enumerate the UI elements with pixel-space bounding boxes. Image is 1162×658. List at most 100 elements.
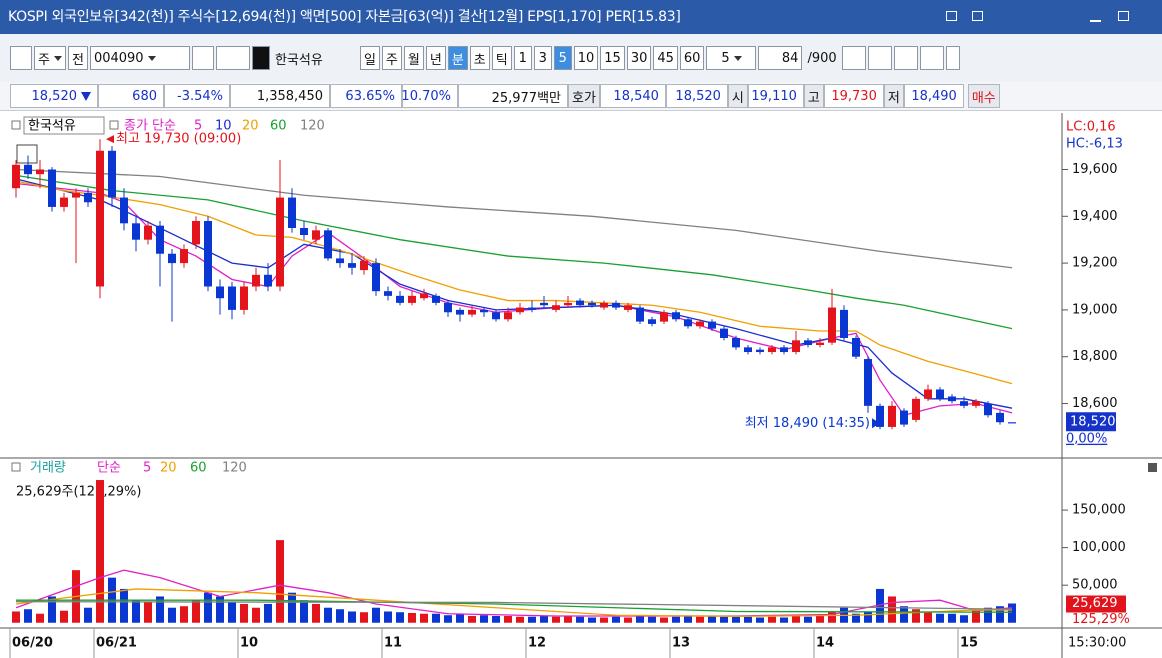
volume-bar	[588, 617, 596, 623]
tool-icon[interactable]	[841, 46, 866, 70]
volume-bar	[24, 609, 32, 623]
volume-bar	[852, 613, 860, 623]
volume-bar	[636, 615, 644, 623]
candle-body	[888, 405, 896, 427]
volume-bar	[336, 609, 344, 623]
toolbar-button[interactable]: 전	[67, 46, 88, 70]
volume-info: 25,629주(125,29%)	[16, 485, 141, 500]
volume-bar	[876, 588, 884, 623]
interval-button[interactable]: 15	[600, 46, 625, 70]
volume-bar	[492, 615, 500, 623]
interval-button[interactable]: 1	[513, 46, 532, 70]
code-input[interactable]: 004090	[89, 46, 190, 70]
period-button[interactable]: 초	[469, 46, 490, 70]
bid-price: 18,520	[665, 84, 728, 108]
candle-body	[444, 302, 452, 313]
candle-body	[948, 396, 956, 402]
window-icon[interactable]	[972, 11, 983, 21]
period-button[interactable]: 분	[447, 46, 468, 70]
volume-bar	[660, 617, 668, 623]
checkbox[interactable]	[945, 46, 960, 70]
candle-body	[168, 253, 176, 264]
candle-body	[600, 302, 608, 308]
volume-bar	[996, 606, 1004, 623]
sound-icon[interactable]	[215, 46, 250, 70]
annotation-arrow	[872, 418, 880, 429]
low-price: 18,490	[903, 84, 964, 108]
stock-name[interactable]: 한국석유	[274, 52, 323, 68]
maximize-button[interactable]	[1118, 11, 1129, 21]
toolbar-select[interactable]: 주	[34, 46, 66, 70]
legend-item: 5	[143, 461, 151, 476]
new-badge	[251, 46, 270, 70]
candle-body	[384, 291, 392, 296]
search-icon[interactable]	[191, 46, 214, 70]
period-button[interactable]: 년	[425, 46, 446, 70]
candle-body	[60, 197, 68, 207]
candle-body	[264, 274, 272, 287]
interval-button[interactable]: 45	[653, 46, 678, 70]
moving-average-line	[15, 180, 1013, 385]
candle-body	[576, 300, 584, 306]
volume-bar	[120, 588, 128, 623]
volume-bar	[684, 615, 692, 623]
window-icon[interactable]	[946, 11, 957, 21]
candle-body	[132, 223, 140, 240]
candle-body	[348, 263, 356, 268]
candle-body	[828, 307, 836, 343]
pane-button[interactable]	[1148, 463, 1157, 472]
period-button[interactable]: 일	[359, 46, 380, 70]
volume-bar	[804, 616, 812, 623]
interval-button[interactable]: 3	[533, 46, 552, 70]
menu-icon[interactable]	[10, 46, 32, 70]
volume-bar	[168, 607, 176, 623]
legend-item: 60	[190, 461, 207, 476]
interval-button[interactable]: 60	[679, 46, 705, 70]
volume-bar	[600, 617, 608, 623]
buy-button[interactable]: 매수	[967, 84, 1000, 108]
candle-body	[480, 309, 488, 313]
legend-item: 120	[300, 119, 325, 134]
candle-body	[708, 321, 716, 329]
settings-icon[interactable]	[919, 46, 944, 70]
volume-bar	[792, 615, 800, 623]
interval-button[interactable]: 5	[553, 46, 572, 70]
save-icon[interactable]	[893, 46, 918, 70]
volume-bar	[192, 600, 200, 623]
volume-bar	[312, 603, 320, 623]
y-tick-label: 100,000	[1072, 540, 1126, 555]
annotation-arrow	[106, 135, 114, 144]
last-volume-label: 25,629	[1072, 596, 1118, 611]
moving-average-line	[15, 569, 1013, 617]
candle-body	[876, 405, 884, 427]
candle-body	[144, 225, 152, 240]
period-button[interactable]: 월	[403, 46, 424, 70]
x-tick-label: 14	[816, 636, 834, 651]
volume-bar	[708, 615, 716, 623]
minimize-button[interactable]	[1090, 20, 1101, 22]
legend-marker	[11, 462, 21, 472]
candle-body	[84, 192, 92, 203]
lc-label: LC:0,16	[1066, 120, 1116, 135]
table-icon[interactable]	[16, 144, 38, 164]
quote-label: 저	[883, 84, 904, 108]
volume-bar	[816, 615, 824, 623]
candle-body	[636, 307, 644, 322]
candle-body	[492, 312, 500, 320]
candle-body	[360, 260, 368, 271]
volume-bar	[408, 612, 416, 623]
candle-body	[780, 347, 788, 353]
legend-item: 120	[222, 461, 247, 476]
interval-button[interactable]: 10	[573, 46, 599, 70]
count-input[interactable]: 84	[758, 46, 803, 70]
period-button[interactable]: 틱	[491, 46, 512, 70]
interval-select[interactable]: 5	[706, 46, 757, 70]
candle-body	[240, 286, 248, 310]
interval-button[interactable]: 30	[626, 46, 652, 70]
legend-item: 10	[215, 119, 232, 134]
period-button[interactable]: 주	[381, 46, 402, 70]
tool-icon[interactable]	[867, 46, 892, 70]
volume-bar	[156, 596, 164, 623]
candle-body	[672, 312, 680, 320]
candle-body	[468, 309, 476, 315]
